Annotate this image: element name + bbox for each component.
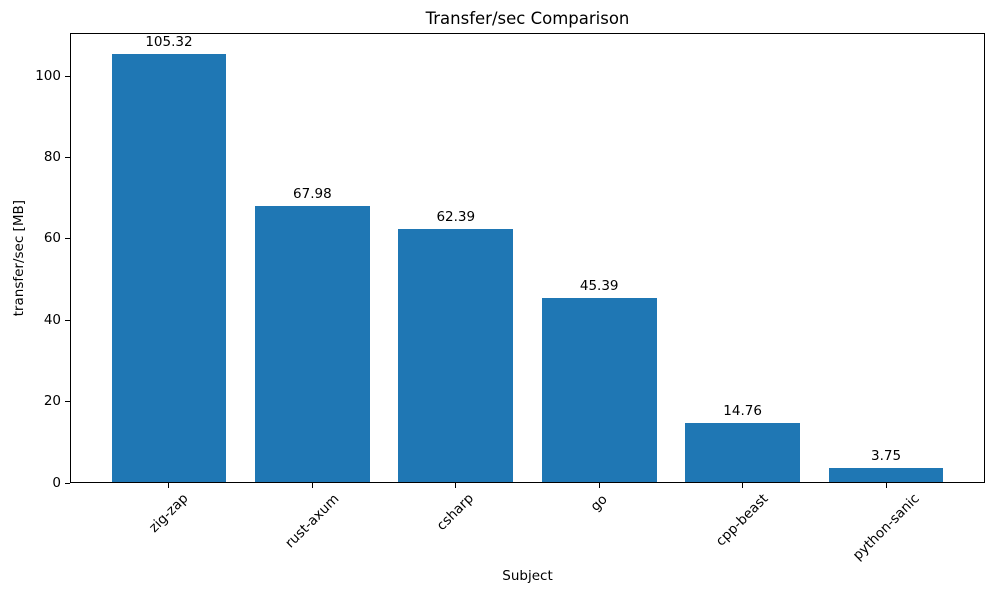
x-tick bbox=[598, 483, 600, 488]
bar bbox=[541, 298, 657, 483]
bar bbox=[398, 229, 514, 483]
y-tick-label: 80 bbox=[43, 148, 61, 165]
bar-value-label: 67.98 bbox=[293, 186, 332, 203]
x-tick-label: cpp-beast bbox=[712, 491, 772, 550]
y-tick-label: 20 bbox=[43, 393, 61, 410]
y-tick bbox=[65, 401, 70, 403]
y-axis-label: transfer/sec [MB] bbox=[10, 33, 28, 483]
bar bbox=[111, 54, 227, 483]
y-tick bbox=[65, 156, 70, 158]
y-tick-label: 60 bbox=[43, 230, 61, 247]
x-tick-label: zig-zap bbox=[146, 490, 192, 537]
x-tick-label: rust-axum bbox=[281, 490, 343, 552]
y-tick bbox=[65, 482, 70, 484]
y-tick bbox=[65, 238, 70, 240]
x-tick bbox=[885, 483, 887, 488]
bar bbox=[685, 422, 800, 483]
x-tick bbox=[311, 483, 313, 488]
bar-value-label: 14.76 bbox=[723, 402, 762, 419]
x-tick-label: csharp bbox=[433, 490, 478, 535]
x-tick bbox=[455, 483, 457, 488]
y-tick-label: 0 bbox=[52, 474, 61, 491]
x-tick bbox=[168, 483, 170, 488]
x-tick bbox=[742, 483, 744, 488]
bar-value-label: 45.39 bbox=[579, 278, 619, 295]
bar-value-label: 3.75 bbox=[871, 447, 902, 464]
bar-value-label: 105.32 bbox=[145, 34, 193, 51]
x-tick-label: go bbox=[587, 491, 611, 515]
x-tick-label: python-sanic bbox=[849, 490, 923, 564]
bar bbox=[828, 467, 944, 483]
y-tick bbox=[65, 75, 70, 77]
y-tick-label: 40 bbox=[43, 311, 61, 328]
y-tick bbox=[65, 319, 70, 321]
bar-value-label: 62.39 bbox=[436, 209, 476, 226]
y-tick-label: 100 bbox=[35, 67, 61, 84]
chart-title: Transfer/sec Comparison bbox=[425, 9, 630, 28]
y-axis-label-text: transfer/sec [MB] bbox=[11, 199, 27, 317]
bar bbox=[255, 206, 370, 483]
x-axis-label: Subject bbox=[502, 568, 553, 584]
